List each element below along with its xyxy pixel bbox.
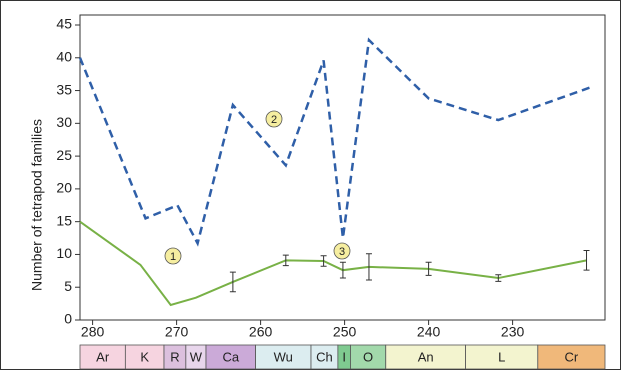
y-axis-label: Number of tetrapod families [29,119,45,291]
period-label: Ca [222,349,239,364]
x-tick-label: 280 [81,324,105,340]
y-tick-label: 45 [56,16,72,32]
period-label: R [170,349,179,364]
x-tick-label: 270 [165,324,189,340]
period-label: W [190,349,203,364]
frame [1,1,621,370]
chart: Number of tetrapod families Ar K RW Ca Wu Ch I… [0,0,621,370]
period-label: O [363,349,373,364]
period-label: Wu [274,349,293,364]
x-tick-label: 250 [333,324,357,340]
x-tick-label: 230 [501,324,525,340]
y-tick-label: 15 [56,212,72,228]
period-label: K [140,349,149,364]
y-tick-label: 35 [56,81,72,97]
y-tick-label: 40 [56,48,72,64]
annotation: 3 [339,246,345,258]
y-tick-label: 5 [64,278,72,294]
y-tick-label: 10 [56,245,72,261]
y-tick-label: 25 [56,147,72,163]
y-tick-label: 30 [56,114,72,130]
x-tick-label: 240 [417,324,441,340]
period-label: I [342,349,346,364]
period-label: Cr [565,349,579,364]
period-label: Ar [96,349,110,364]
period-label: Ch [316,349,333,364]
annotation: 2 [271,114,277,126]
period-label: L [498,349,505,364]
annotation: 1 [170,251,176,263]
y-tick-label: 20 [56,180,72,196]
period-label: An [418,349,434,364]
y-tick-label: 0 [64,311,72,327]
x-tick-label: 260 [249,324,273,340]
